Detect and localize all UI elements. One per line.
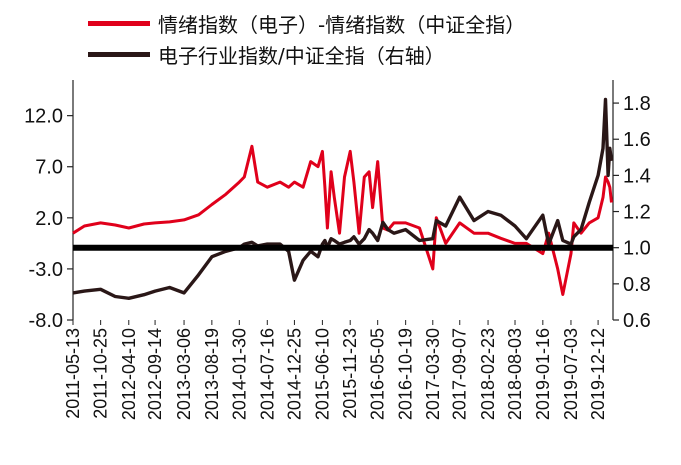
right-tick-label: 1.8 (623, 93, 651, 115)
left-tick-label: 7.0 (35, 157, 63, 179)
x-tick-label: 2014-01-30 (229, 328, 249, 420)
x-tick-label: 2018-02-23 (478, 328, 498, 420)
series-line-1 (72, 144, 613, 296)
legend-swatch-red (88, 21, 150, 26)
x-tick-label: 2013-08-19 (202, 328, 222, 420)
legend: 情绪指数（电子）-情绪指数（中证全指） 电子行业指数/中证全指（右轴） (88, 8, 525, 70)
x-tick-label: 2017-09-07 (450, 328, 470, 420)
right-tick-label: 0.8 (623, 274, 651, 296)
x-tick-label: 2012-09-14 (145, 328, 165, 420)
right-tick-label: 0.6 (623, 310, 651, 332)
x-tick-label: 2011-10-25 (91, 328, 111, 419)
x-tick-label: 2016-10-19 (396, 328, 416, 420)
x-tick-label: 2013-03-06 (174, 328, 194, 420)
x-tick-label: 2015-06-10 (312, 328, 332, 420)
x-tick-label: 2019-12-12 (588, 328, 608, 420)
x-tick-label: 2019-07-03 (561, 328, 581, 420)
x-tick-label: 2012-04-10 (119, 328, 139, 420)
right-tick-label: 1.6 (623, 129, 651, 151)
legend-label: 情绪指数（电子）-情绪指数（中证全指） (158, 13, 526, 37)
x-tick-label: 2014-07-16 (257, 328, 277, 420)
legend-label: 电子行业指数/中证全指（右轴） (158, 44, 445, 68)
x-tick-label: 2015-11-23 (340, 328, 360, 419)
x-tick-label: 2018-08-03 (505, 328, 525, 420)
x-tick-label: 2014-12-25 (284, 328, 304, 420)
x-tick-label: 2017-03-30 (423, 328, 443, 420)
left-tick-label: 12.0 (24, 106, 63, 128)
left-tick-label: -8.0 (29, 310, 63, 332)
legend-swatch-dark (88, 52, 150, 57)
x-tick-label: 2016-05-05 (368, 328, 388, 420)
right-tick-label: 1.0 (623, 238, 651, 260)
right-tick-label: 1.4 (623, 165, 651, 187)
left-tick-label: -3.0 (29, 259, 63, 281)
legend-item-sentiment-diff: 情绪指数（电子）-情绪指数（中证全指） (88, 8, 525, 39)
series-line-2 (72, 97, 614, 300)
left-tick-label: 2.0 (35, 208, 63, 230)
x-tick-label: 2011-05-13 (63, 328, 83, 419)
x-tick-label: 2019-01-16 (533, 328, 553, 420)
right-tick-label: 1.2 (623, 202, 651, 224)
legend-item-relative-index: 电子行业指数/中证全指（右轴） (88, 39, 525, 70)
